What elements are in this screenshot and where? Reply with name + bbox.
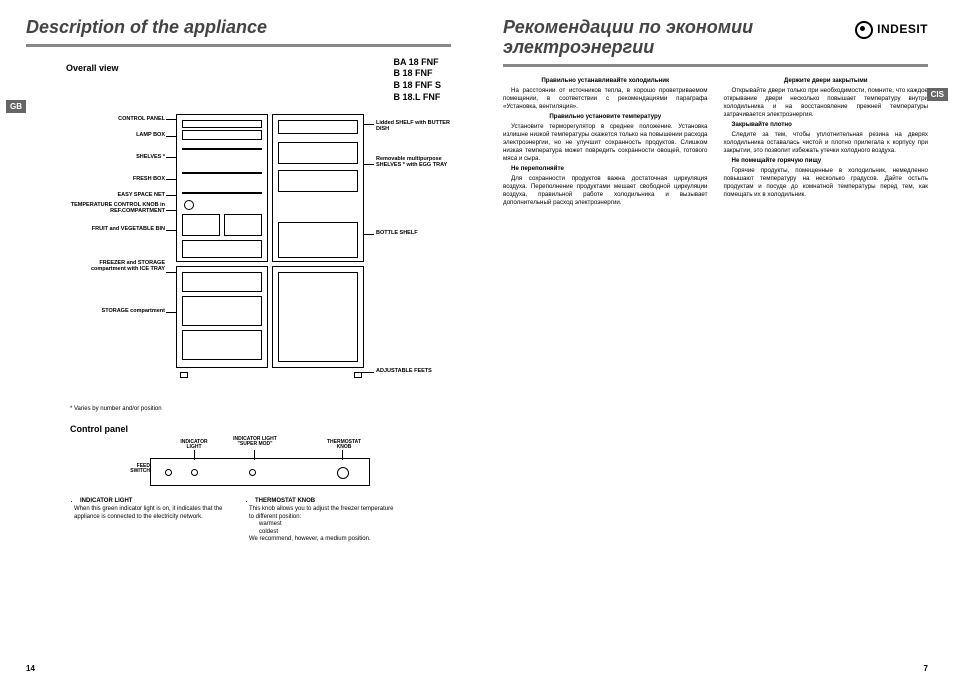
desc-th-t1: This knob allows you to adjust the freez…: [249, 506, 400, 521]
ru-c1-p3: Для сохранности продуктов важна достаточ…: [503, 175, 708, 207]
lbl-butter-dish: Lidded SHELF with BUTTER DISH: [376, 120, 456, 133]
desc-th-c: coldest: [259, 529, 400, 537]
lbl-storage: STORAGE compartment: [70, 308, 165, 315]
footnote: * Varies by number and/or position: [70, 406, 451, 412]
left-heading: Description of the appliance: [26, 18, 451, 38]
left-page: Description of the appliance GB Overall …: [0, 0, 477, 685]
brand-text: INDESIT: [877, 22, 928, 36]
ru-c2-p3: Горячие продукты, помещенные в холодильн…: [724, 167, 929, 199]
cp-th-lbl: THERMOSTAT KNOB: [322, 440, 366, 451]
ru-c1-p1: На расстоянии от источников тепла, в хор…: [503, 87, 708, 111]
ru-c2-p1: Открывайте двери только при необходимост…: [724, 87, 929, 119]
fridge-diagram: CONTROL PANEL LAMP BOX SHELVES * FRESH B…: [26, 110, 451, 400]
model-list: BA 18 FNF B 18 FNF B 18 FNF S B 18.L FNF: [393, 57, 441, 104]
ru-c1-h2: Правильно установите температуру: [503, 113, 708, 121]
lbl-fresh-box: FRESH BOX: [70, 176, 165, 183]
control-panel-diagram: FEED SWITCH INDICATOR LIGHT INDICATOR LI…: [70, 440, 400, 492]
ru-c2-h3: Не помещайте горячую пищу: [724, 157, 929, 165]
desc-ind-h: INDICATOR LIGHT: [80, 498, 132, 504]
page-num-right: 7: [924, 664, 928, 673]
cp-sup-lbl: INDICATOR LIGHT "SUPER MOD": [228, 437, 282, 448]
control-panel-heading: Control panel: [70, 424, 451, 434]
desc-th-w: warmest: [259, 521, 400, 529]
desc-ind-t: When this green indicator light is on, i…: [74, 506, 225, 521]
desc-th-r: We recommend, however, a medium position…: [249, 536, 400, 544]
lbl-fruit-bin: FRUIT and VEGETABLE BIN: [70, 226, 165, 233]
ru-c1-h3: Не переполняйте: [503, 165, 708, 173]
model-2: B 18 FNF S: [393, 80, 441, 92]
cp-descriptions: INDICATOR LIGHT When this green indicato…: [70, 498, 451, 544]
right-page: INDESIT Рекомендации по экономии электро…: [477, 0, 954, 685]
lbl-feets: ADJUSTABLE FEETS: [376, 368, 456, 375]
lbl-easy-space: EASY SPACE NET: [70, 192, 165, 199]
fridge-outline: [176, 114, 366, 372]
cp-feed-lbl: FEED SWITCH: [120, 464, 150, 475]
gb-tag: GB: [6, 100, 26, 113]
desc-thermostat: THERMOSTAT KNOB This knob allows you to …: [245, 498, 400, 544]
page-num-left: 14: [26, 664, 35, 673]
lbl-freezer: FREEZER and STORAGE compartment with ICE…: [70, 260, 165, 273]
right-rule: [503, 64, 928, 67]
ru-c1-p2: Установите терморегулятор в среднее поло…: [503, 123, 708, 163]
control-panel-section: Control panel FEED SWITCH INDICATOR LIGH…: [26, 424, 451, 544]
brand-logo: INDESIT: [855, 20, 928, 38]
ru-columns: Правильно устанавливайте холодильник На …: [503, 77, 928, 210]
model-1: B 18 FNF: [393, 68, 441, 80]
lbl-control-panel: CONTROL PANEL: [70, 116, 165, 123]
cis-tag: CIS: [927, 88, 948, 101]
ru-c2-h2: Закрывайте плотно: [724, 121, 929, 129]
ru-c2-p2: Следите за тем, чтобы уплотнительная рез…: [724, 131, 929, 155]
model-0: BA 18 FNF: [393, 57, 441, 69]
ru-c2-h1: Держите двери закрытыми: [724, 77, 929, 85]
lbl-bottle-shelf: BOTTLE SHELF: [376, 230, 456, 237]
top-row: Overall view BA 18 FNF B 18 FNF B 18 FNF…: [26, 57, 451, 104]
ru-col-1: Правильно устанавливайте холодильник На …: [503, 77, 708, 210]
right-heading: Рекомендации по экономии электроэнергии: [503, 18, 803, 58]
lbl-lamp-box: LAMP BOX: [70, 132, 165, 139]
lbl-temp-knob: TEMPERATURE CONTROL KNOB in REF.COMPARTM…: [70, 202, 165, 215]
ru-col-2: Держите двери закрытыми Открывайте двери…: [724, 77, 929, 210]
desc-indicator: INDICATOR LIGHT When this green indicato…: [70, 498, 225, 544]
ru-c1-h1: Правильно устанавливайте холодильник: [503, 77, 708, 85]
lbl-shelves: SHELVES *: [70, 154, 165, 161]
left-rule: [26, 44, 451, 47]
model-3: B 18.L FNF: [393, 92, 441, 104]
lbl-multi-shelf: Removable multipurpose SHELVES * with EG…: [376, 156, 456, 169]
brand-icon: [855, 20, 873, 38]
overall-view-heading: Overall view: [66, 63, 119, 98]
desc-th-h: THERMOSTAT KNOB: [255, 498, 315, 504]
